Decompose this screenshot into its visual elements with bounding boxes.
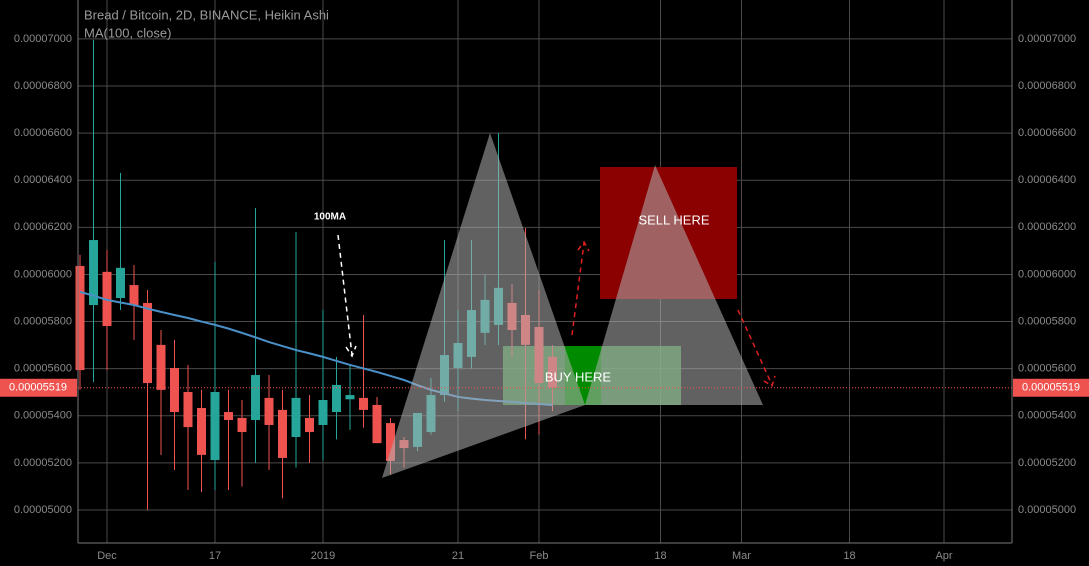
candle-body — [264, 397, 274, 425]
y-tick-label: 0.00006800 — [1018, 80, 1076, 92]
price-badge — [0, 378, 77, 397]
price-label: 0.00005519 — [9, 382, 67, 394]
candle-body — [318, 400, 328, 425]
candle-body — [291, 397, 301, 437]
candle-body — [170, 367, 179, 413]
candle-body — [156, 344, 166, 390]
candle-body — [305, 417, 314, 433]
candle-body — [345, 395, 355, 400]
candle-body — [116, 267, 125, 299]
y-tick-label: 0.00007000 — [14, 33, 72, 45]
x-tick-label: 18 — [843, 550, 855, 562]
annotation: BUY HERE — [545, 369, 612, 384]
candle-body — [386, 423, 395, 462]
candle-body — [129, 285, 139, 306]
y-tick-label: 0.00005600 — [14, 363, 72, 375]
candle-body — [359, 397, 368, 410]
y-tick-label: 0.00006200 — [1018, 221, 1076, 233]
chart-title: Bread / Bitcoin, 2D, BINANCE, Heikin Ash… — [84, 7, 329, 22]
y-tick-label: 0.00005200 — [1018, 457, 1076, 469]
candle-body — [251, 375, 260, 421]
candle-body — [89, 240, 98, 306]
y-tick-label: 0.00007000 — [1018, 33, 1076, 45]
y-tick-label: 0.00006000 — [1018, 268, 1076, 280]
candle-body — [332, 384, 341, 413]
candle-body — [75, 265, 85, 371]
annotation: 100MA — [314, 212, 346, 223]
x-tick-label: 21 — [452, 550, 464, 562]
legend-entry: MA(100, close) — [84, 25, 171, 40]
price-label: 0.00005519 — [1022, 382, 1080, 394]
y-tick-label: 0.00006800 — [14, 80, 72, 92]
candle-body — [143, 302, 152, 384]
y-tick-label: 0.00005800 — [14, 315, 72, 327]
candle-body — [372, 404, 382, 444]
y-tick-label: 0.00006600 — [1018, 127, 1076, 139]
candle-body — [197, 408, 206, 455]
y-tick-label: 0.00006400 — [1018, 174, 1076, 186]
x-tick-label: 17 — [209, 550, 221, 562]
annotation: SELL HERE — [638, 212, 709, 227]
x-tick-label: Dec — [97, 550, 117, 562]
y-tick-label: 0.00006400 — [14, 174, 72, 186]
pattern-triangle — [585, 165, 763, 405]
y-tick-label: 0.00006600 — [14, 127, 72, 139]
y-tick-label: 0.00006200 — [14, 221, 72, 233]
pattern-triangle — [382, 133, 585, 478]
candle-body — [183, 391, 193, 428]
candle-body — [224, 412, 233, 421]
y-tick-label: 0.00005200 — [14, 457, 72, 469]
price-badge — [1013, 378, 1089, 397]
x-tick-label: Mar — [732, 550, 751, 562]
arrow — [571, 240, 590, 336]
y-tick-label: 0.00005000 — [14, 504, 72, 516]
arrow — [337, 234, 357, 358]
y-tick-label: 0.00005400 — [14, 410, 72, 422]
arrow — [737, 309, 776, 388]
candle-body — [278, 409, 287, 458]
y-tick-label: 0.00005800 — [1018, 315, 1076, 327]
y-tick-label: 0.00005400 — [1018, 410, 1076, 422]
candle-body — [237, 417, 247, 433]
candle-body — [210, 391, 220, 461]
x-tick-label: Apr — [935, 550, 952, 562]
y-tick-label: 0.00006000 — [14, 268, 72, 280]
x-tick-label: 18 — [654, 550, 666, 562]
x-tick-label: Feb — [530, 550, 549, 562]
y-tick-label: 0.00005600 — [1018, 363, 1076, 375]
x-tick-label: 2019 — [311, 550, 335, 562]
y-tick-label: 0.00005000 — [1018, 504, 1076, 516]
